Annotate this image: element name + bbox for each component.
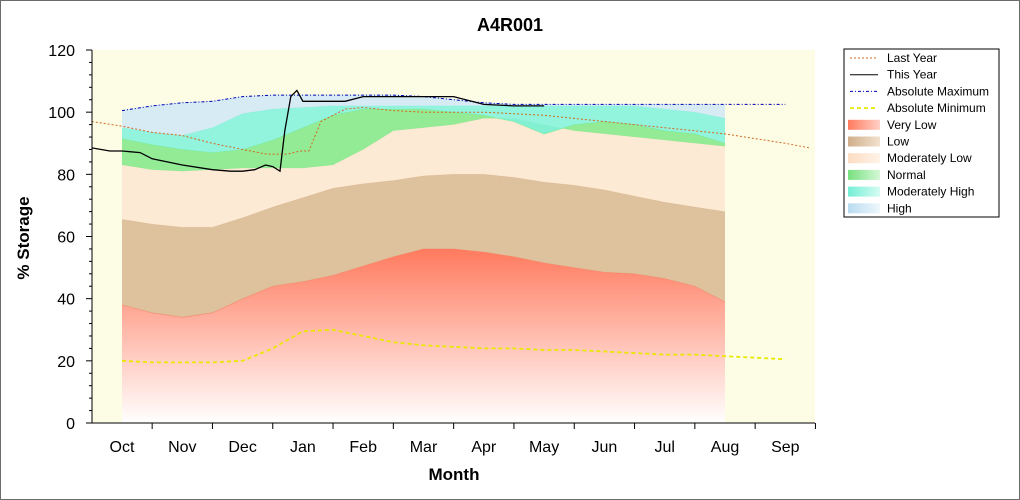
- band-very-low: [122, 248, 725, 423]
- x-tick-label: Nov: [168, 439, 196, 456]
- y-tick-label: 40: [57, 292, 75, 309]
- band-moderately-low: [122, 118, 725, 228]
- legend-label: Normal: [887, 168, 926, 182]
- x-tick-label: Jan: [290, 439, 316, 456]
- y-tick-label: 60: [57, 230, 75, 247]
- chart-title: A4R001: [477, 15, 543, 35]
- band-moderately-high: [122, 105, 725, 153]
- legend-swatch-band: [848, 169, 880, 180]
- x-tick-label: Apr: [471, 439, 497, 456]
- legend-label: Absolute Maximum: [887, 84, 989, 98]
- x-tick-label: Dec: [228, 439, 256, 456]
- legend-swatch-band: [848, 153, 880, 164]
- x-tick-label: Aug: [711, 439, 739, 456]
- legend-swatch-band: [848, 203, 880, 214]
- lines-layer: [91, 89, 810, 364]
- x-tick-label: Sep: [771, 439, 800, 456]
- x-axis-title: Month: [429, 465, 480, 484]
- legend-label: Last Year: [887, 51, 937, 65]
- series-line-this-year: [91, 89, 545, 173]
- legend-label: Low: [887, 135, 909, 149]
- legend-label: Moderately Low: [887, 151, 972, 165]
- x-tick-label: Mar: [410, 439, 438, 456]
- x-tick-label: Jun: [592, 439, 618, 456]
- band-high: [122, 95, 725, 136]
- legend-label: High: [887, 201, 912, 215]
- y-tick-label: 120: [48, 43, 75, 60]
- y-tick-label: 80: [57, 167, 75, 184]
- y-axis-title: % Storage: [14, 196, 33, 279]
- legend-swatch-band: [848, 136, 880, 147]
- x-tick-label: Jul: [654, 439, 674, 456]
- band-low: [122, 174, 725, 318]
- x-tick-label: Oct: [110, 439, 135, 456]
- series-line-absolute-minimum: [121, 328, 786, 364]
- y-tick-label: 0: [66, 416, 75, 433]
- series-line-absolute-maximum: [121, 94, 786, 112]
- y-tick-label: 100: [48, 105, 75, 122]
- x-tick-label: May: [529, 439, 559, 456]
- x-tick-label: Feb: [349, 439, 377, 456]
- y-tick-label: 20: [57, 354, 75, 371]
- legend-label: Moderately High: [887, 185, 974, 199]
- legend-label: Very Low: [887, 118, 937, 132]
- legend-label: Absolute Minimum: [887, 101, 986, 115]
- legend-label: This Year: [887, 68, 937, 82]
- bands-layer: [121, 94, 726, 423]
- legend-swatch-band: [848, 119, 880, 130]
- axes-layer: 0 20 40 60 80 100 120 Oct Nov Dec Jan Feb Mar Apr May J…: [48, 43, 816, 456]
- legend-swatch-band: [848, 186, 880, 197]
- legend: Last Year This Year Absolute Maximum Absolu…: [843, 48, 1000, 218]
